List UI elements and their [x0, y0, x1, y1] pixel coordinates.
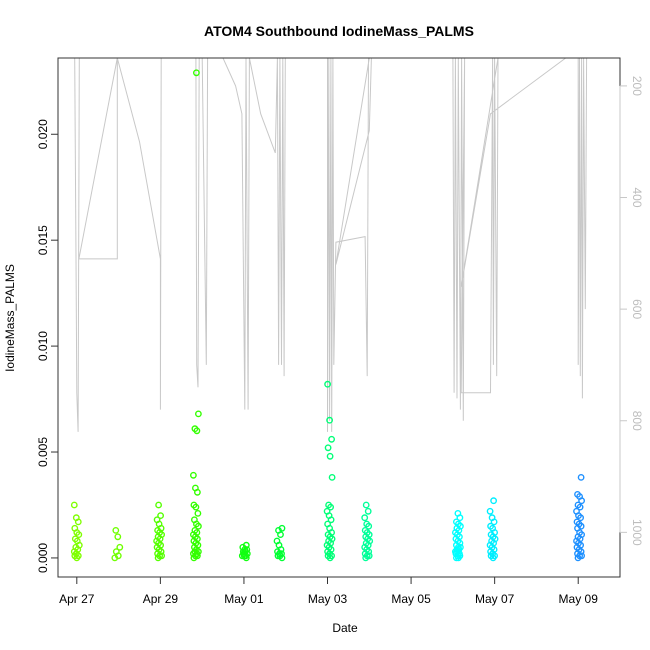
data-point — [578, 497, 585, 505]
series-8 — [361, 501, 374, 562]
data-point — [577, 473, 585, 481]
data-point — [577, 514, 584, 522]
data-point — [328, 473, 336, 481]
x-axis: Apr 27 Apr 29 May 01 May 03 May 05 May 07 May … — [59, 576, 599, 606]
data-point — [194, 510, 202, 517]
data-point — [365, 522, 373, 530]
x-tick-label: May 05 — [391, 592, 431, 606]
data-point — [364, 507, 372, 515]
chart-title: ATOM4 Southbound IodineMass_PALMS — [204, 23, 474, 39]
data-point — [193, 488, 201, 496]
data-point — [111, 554, 119, 562]
data-point — [324, 444, 332, 452]
data-point — [74, 518, 82, 526]
y-tick-label: 0.000 — [36, 543, 50, 573]
data-point — [327, 503, 334, 511]
data-point — [328, 435, 335, 443]
data-point — [456, 514, 464, 522]
data-point — [327, 516, 335, 524]
x-tick-label: May 07 — [475, 592, 515, 606]
data-point — [242, 554, 250, 562]
series-10 — [486, 497, 499, 562]
data-point — [112, 527, 120, 534]
x-tick-label: May 03 — [308, 592, 348, 606]
data-point — [326, 452, 334, 460]
right-tick-label: 400 — [630, 188, 644, 208]
data-point — [490, 497, 497, 505]
series-2 — [111, 527, 124, 562]
x-tick-label: Apr 29 — [143, 592, 179, 606]
data-point — [155, 501, 163, 509]
data-point — [486, 507, 494, 515]
data-point — [362, 554, 370, 562]
right-altitude-axis: 200 400 600 800 1000 — [619, 76, 644, 546]
right-tick-label: 200 — [630, 76, 644, 96]
y-tick-label: 0.010 — [36, 331, 50, 361]
series-7 — [323, 380, 336, 562]
data-point — [277, 531, 284, 538]
series-9 — [451, 510, 464, 562]
series-5 — [238, 541, 251, 562]
altitude-track-line — [74, 57, 588, 432]
data-point — [73, 554, 81, 562]
data-point — [326, 416, 333, 424]
data-point — [114, 533, 122, 541]
data-point — [70, 501, 78, 509]
data-point — [157, 512, 165, 519]
data-point — [116, 543, 124, 551]
data-point — [192, 503, 200, 511]
data-point — [192, 69, 200, 77]
data-point — [278, 554, 286, 562]
y-tick-label: 0.005 — [36, 437, 50, 467]
data-point — [190, 554, 198, 562]
data-point — [193, 427, 201, 435]
altitude-track-layer — [74, 57, 588, 432]
y-tick-label: 0.020 — [36, 119, 50, 149]
data-point — [574, 554, 582, 562]
series-1 — [70, 501, 83, 562]
data-point — [194, 410, 202, 418]
data-point — [154, 554, 162, 562]
data-point — [189, 471, 197, 479]
y-axis-label: IodineMass_PALMS — [3, 264, 17, 372]
right-tick-label: 800 — [630, 411, 644, 431]
series-3 — [153, 501, 166, 562]
data-point — [75, 531, 83, 538]
x-tick-label: Apr 27 — [59, 592, 95, 606]
right-tick-label: 600 — [630, 299, 644, 319]
y-tick-label: 0.015 — [36, 225, 50, 255]
series-11 — [573, 473, 585, 562]
data-point — [576, 503, 584, 511]
series-4 — [189, 69, 202, 562]
x-tick-label: May 09 — [559, 592, 599, 606]
data-point — [362, 501, 370, 509]
data-point — [324, 380, 331, 388]
y-axis: 0.000 0.005 0.010 0.015 0.020 — [36, 119, 59, 573]
plot-frame — [57, 57, 621, 578]
data-point — [326, 554, 334, 562]
right-tick-label: 1000 — [630, 519, 644, 546]
series-6 — [273, 524, 286, 562]
x-axis-label: Date — [332, 621, 358, 635]
data-points-layer — [70, 69, 585, 562]
x-tick-label: May 01 — [224, 592, 264, 606]
data-point — [490, 518, 498, 526]
data-point — [489, 554, 497, 562]
data-point — [454, 554, 462, 562]
data-point — [194, 522, 202, 530]
data-point — [361, 514, 369, 522]
